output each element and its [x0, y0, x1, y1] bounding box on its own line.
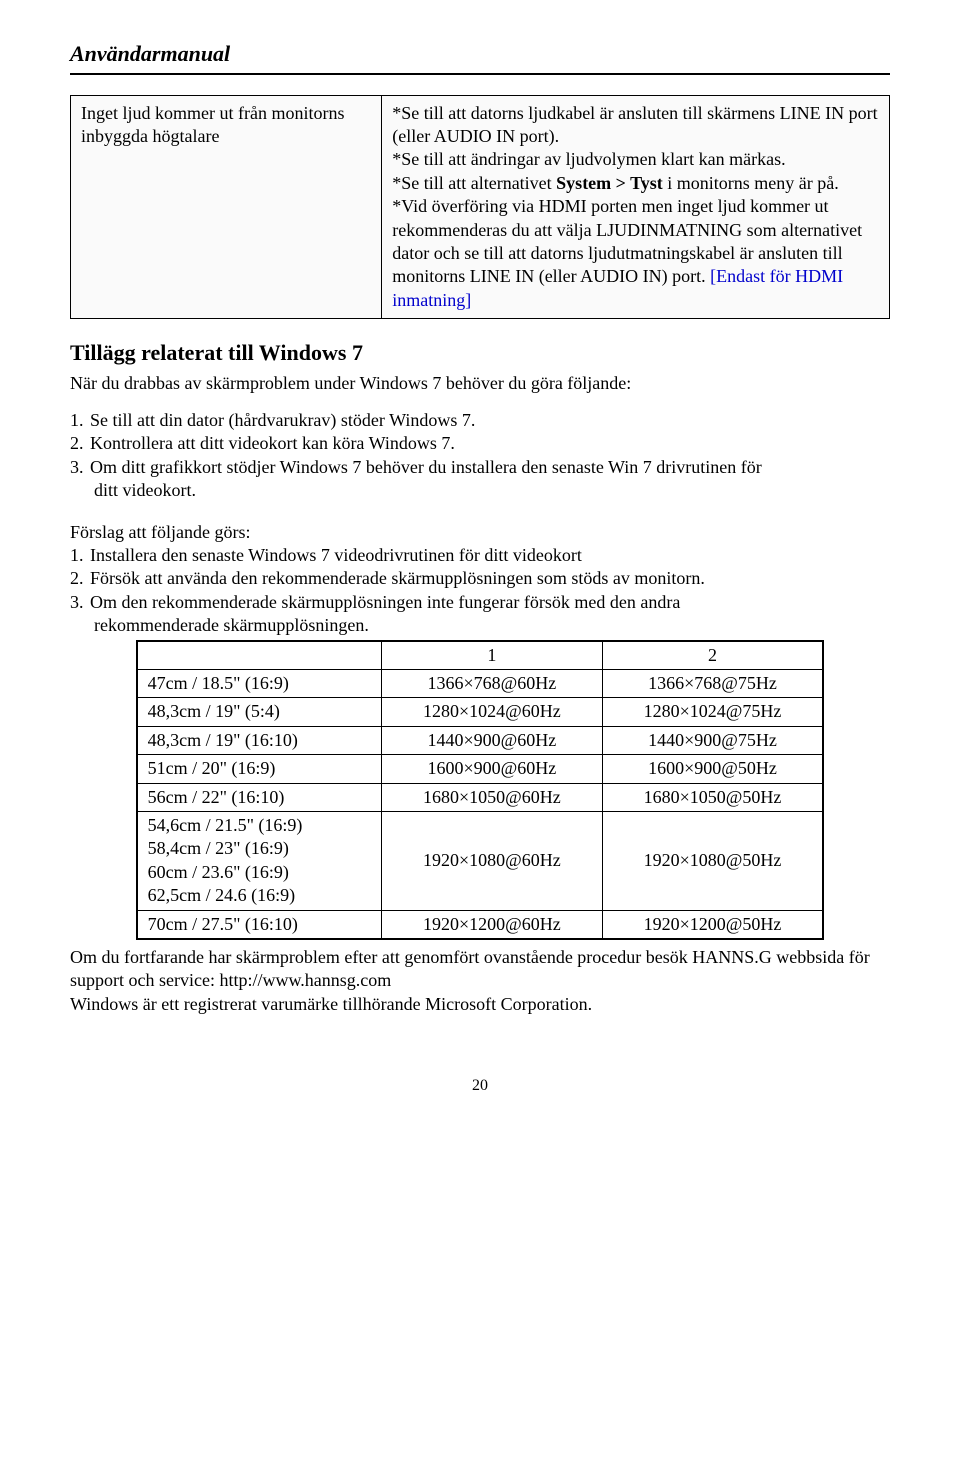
col-header-2: 2: [602, 641, 823, 670]
horizontal-rule: [70, 73, 890, 75]
solution-bullet: *Vid överföring via HDMI porten men inge…: [392, 195, 879, 312]
res2-cell: 1366×768@75Hz: [602, 670, 823, 698]
size-cell: 47cm / 18.5" (16:9): [137, 670, 382, 698]
table-row: 48,3cm / 19" (16:10)1440×900@60Hz1440×90…: [137, 726, 824, 754]
res1-cell: 1920×1080@60Hz: [382, 811, 603, 910]
table-row: 54,6cm / 21.5" (16:9) 58,4cm / 23" (16:9…: [137, 811, 824, 910]
size-cell: 48,3cm / 19" (5:4): [137, 698, 382, 726]
list-item: 2.Försök att använda den rekommenderade …: [70, 567, 890, 590]
res1-cell: 1920×1200@60Hz: [382, 910, 603, 939]
footer-paragraph-2: Windows är ett registrerat varumärke til…: [70, 993, 890, 1016]
list-item-continuation: ditt videokort.: [70, 479, 890, 502]
res2-cell: 1920×1080@50Hz: [602, 811, 823, 910]
resolution-table: 1 2 47cm / 18.5" (16:9)1366×768@60Hz1366…: [136, 640, 825, 940]
res2-cell: 1920×1200@50Hz: [602, 910, 823, 939]
footer-paragraph-1: Om du fortfarande har skärmproblem efter…: [70, 946, 890, 993]
empty-header: [137, 641, 382, 670]
suggestions-list: 1.Installera den senaste Windows 7 video…: [70, 544, 890, 638]
table-row: 51cm / 20" (16:9)1600×900@60Hz1600×900@5…: [137, 755, 824, 783]
solution-bullet: *Se till att alternativet System > Tyst …: [392, 172, 879, 195]
numbered-list: 1.Se till att din dator (hårdvarukrav) s…: [70, 409, 890, 503]
res2-cell: 1440×900@75Hz: [602, 726, 823, 754]
size-cell: 54,6cm / 21.5" (16:9) 58,4cm / 23" (16:9…: [137, 811, 382, 910]
solution-cell: *Se till att datorns ljudkabel är anslut…: [382, 95, 890, 319]
addendum-subtext: När du drabbas av skärmproblem under Win…: [70, 372, 890, 395]
table-header-row: 1 2: [137, 641, 824, 670]
list-item-continuation: rekommenderade skärmupplösningen.: [70, 614, 890, 637]
res1-cell: 1366×768@60Hz: [382, 670, 603, 698]
res2-cell: 1680×1050@50Hz: [602, 783, 823, 811]
res2-cell: 1600×900@50Hz: [602, 755, 823, 783]
size-cell: 51cm / 20" (16:9): [137, 755, 382, 783]
document-title: Användarmanual: [70, 40, 890, 69]
res1-cell: 1600×900@60Hz: [382, 755, 603, 783]
size-cell: 70cm / 27.5" (16:10): [137, 910, 382, 939]
suggestions-label: Förslag att följande görs:: [70, 521, 890, 544]
page-number: 20: [70, 1076, 890, 1097]
list-item: 1.Se till att din dator (hårdvarukrav) s…: [70, 409, 890, 432]
table-row: 47cm / 18.5" (16:9)1366×768@60Hz1366×768…: [137, 670, 824, 698]
res2-cell: 1280×1024@75Hz: [602, 698, 823, 726]
table-row: 70cm / 27.5" (16:10)1920×1200@60Hz1920×1…: [137, 910, 824, 939]
col-header-1: 1: [382, 641, 603, 670]
table-row: 48,3cm / 19" (5:4)1280×1024@60Hz1280×102…: [137, 698, 824, 726]
solution-bullet: *Se till att datorns ljudkabel är anslut…: [392, 102, 879, 149]
size-cell: 56cm / 22" (16:10): [137, 783, 382, 811]
list-item: 3.Om den rekommenderade skärmupplösninge…: [70, 591, 890, 614]
table-row: 56cm / 22" (16:10)1680×1050@60Hz1680×105…: [137, 783, 824, 811]
size-cell: 48,3cm / 19" (16:10): [137, 726, 382, 754]
solution-bullet: *Se till att ändringar av ljudvolymen kl…: [392, 148, 879, 171]
res1-cell: 1280×1024@60Hz: [382, 698, 603, 726]
list-item: 2.Kontrollera att ditt videokort kan kör…: [70, 432, 890, 455]
res1-cell: 1440×900@60Hz: [382, 726, 603, 754]
table-row: Inget ljud kommer ut från monitorns inby…: [71, 95, 890, 319]
res1-cell: 1680×1050@60Hz: [382, 783, 603, 811]
list-item: 3.Om ditt grafikkort stödjer Windows 7 b…: [70, 456, 890, 479]
list-item: 1.Installera den senaste Windows 7 video…: [70, 544, 890, 567]
troubleshooting-table: Inget ljud kommer ut från monitorns inby…: [70, 95, 890, 320]
issue-cell: Inget ljud kommer ut från monitorns inby…: [71, 95, 382, 319]
addendum-heading: Tillägg relaterat till Windows 7: [70, 339, 890, 368]
